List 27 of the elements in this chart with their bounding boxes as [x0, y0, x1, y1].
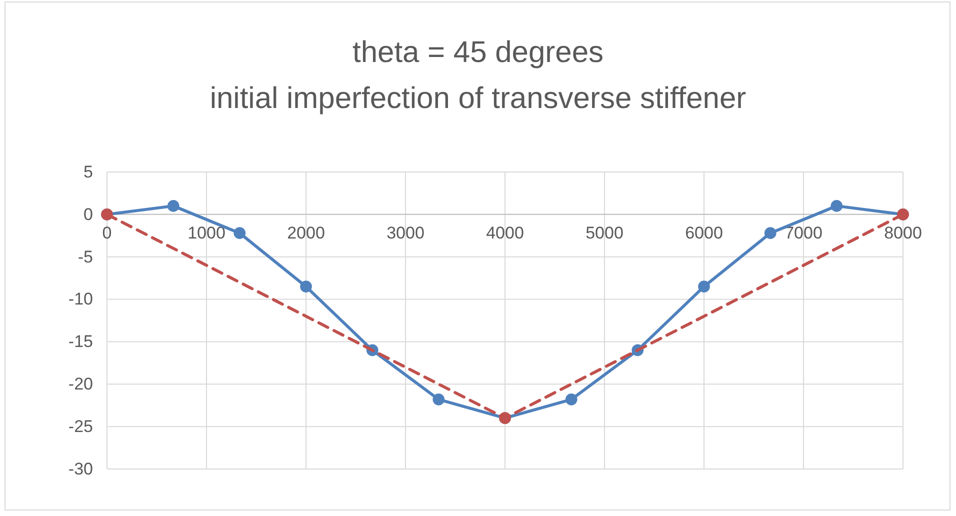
x-tick-label: 4000: [486, 224, 524, 242]
point: [764, 227, 776, 239]
x-tick-label: 5000: [586, 224, 624, 242]
y-tick-label: -10: [68, 290, 93, 309]
point: [234, 227, 246, 239]
x-tick-label: 6000: [685, 224, 723, 242]
point: [830, 200, 843, 212]
x-tick-label: 1000: [188, 224, 226, 242]
y-tick-label: -30: [68, 459, 93, 478]
point: [698, 280, 710, 292]
x-tick-label: 8000: [884, 224, 922, 242]
y-tick-label: -5: [78, 247, 93, 266]
chart-subtitle: initial imperfection of transverse stiffener: [210, 82, 746, 115]
x-tick-label: 3000: [386, 224, 424, 242]
y-tick-label: 0: [84, 204, 93, 224]
y-tick-label: -20: [68, 374, 93, 394]
y-tick-label: -15: [68, 332, 93, 352]
chart-title: theta = 45 degrees: [352, 36, 604, 69]
x-tick-label: 0: [102, 224, 112, 242]
point: [432, 394, 445, 406]
x-tick-label: 7000: [784, 224, 822, 242]
x-tick-label: 2000: [287, 224, 325, 242]
point: [167, 200, 180, 212]
point: [300, 280, 312, 292]
point: [565, 394, 578, 406]
y-tick-label: -25: [68, 417, 93, 436]
y-tick-label: 5: [84, 162, 93, 182]
